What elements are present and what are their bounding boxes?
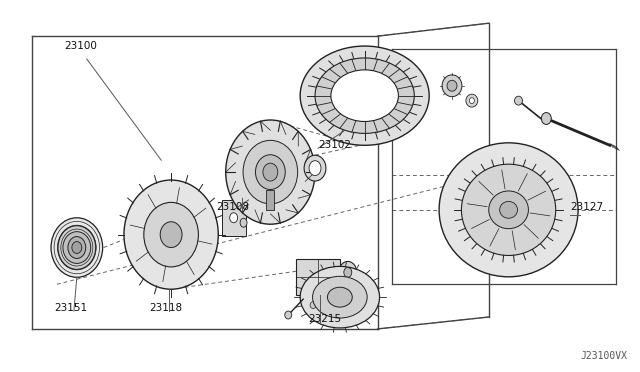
Ellipse shape [243, 140, 298, 204]
Ellipse shape [51, 218, 102, 277]
Ellipse shape [263, 163, 278, 181]
Ellipse shape [447, 80, 457, 91]
Text: 23102: 23102 [318, 140, 351, 150]
Ellipse shape [68, 237, 86, 259]
Ellipse shape [442, 75, 462, 97]
Text: J23100VX: J23100VX [580, 351, 628, 361]
Ellipse shape [344, 267, 352, 277]
Text: 23215: 23215 [308, 314, 341, 324]
Ellipse shape [466, 94, 478, 107]
Text: 23118: 23118 [149, 303, 182, 313]
Ellipse shape [312, 276, 367, 318]
Ellipse shape [226, 120, 315, 224]
Ellipse shape [285, 311, 292, 319]
Ellipse shape [304, 155, 326, 181]
Ellipse shape [160, 222, 182, 247]
Ellipse shape [500, 201, 518, 218]
Ellipse shape [309, 161, 321, 176]
Text: 23100: 23100 [64, 41, 97, 51]
Ellipse shape [300, 266, 380, 328]
Ellipse shape [469, 98, 474, 104]
Ellipse shape [300, 46, 429, 145]
Ellipse shape [72, 241, 82, 253]
Ellipse shape [310, 302, 316, 309]
Ellipse shape [144, 202, 198, 267]
Ellipse shape [331, 70, 399, 122]
Ellipse shape [124, 180, 218, 289]
Ellipse shape [461, 164, 556, 256]
Ellipse shape [63, 232, 91, 263]
Ellipse shape [439, 143, 578, 277]
FancyBboxPatch shape [296, 259, 340, 295]
Ellipse shape [541, 113, 551, 125]
Ellipse shape [328, 287, 352, 307]
Text: 23108: 23108 [216, 202, 249, 212]
Ellipse shape [58, 226, 96, 269]
Text: 23151: 23151 [54, 303, 87, 313]
Ellipse shape [230, 213, 237, 223]
Ellipse shape [515, 96, 522, 105]
Ellipse shape [339, 262, 356, 283]
Ellipse shape [240, 218, 247, 227]
Bar [266, 190, 275, 210]
Ellipse shape [255, 155, 285, 189]
Ellipse shape [489, 191, 529, 229]
Ellipse shape [315, 58, 414, 134]
Polygon shape [221, 200, 246, 235]
Text: 23127: 23127 [570, 202, 604, 212]
